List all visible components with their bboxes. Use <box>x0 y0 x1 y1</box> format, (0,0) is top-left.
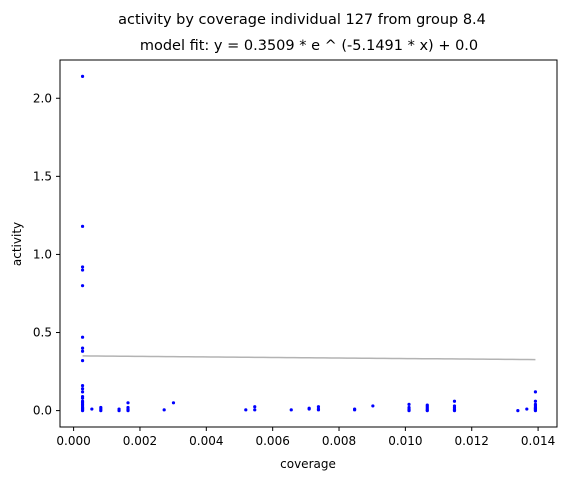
data-point <box>80 268 85 272</box>
x-tick-label: 0.000 <box>56 434 90 448</box>
data-point <box>316 408 321 412</box>
data-point <box>407 409 411 413</box>
data-point <box>80 384 85 388</box>
data-point <box>307 407 311 411</box>
data-point <box>452 399 457 403</box>
data-point <box>452 409 457 413</box>
data-point <box>253 405 257 409</box>
data-point <box>371 404 375 408</box>
data-point <box>425 409 429 413</box>
data-point <box>171 401 176 405</box>
data-point <box>80 396 85 400</box>
data-point <box>80 409 85 413</box>
data-point <box>533 390 538 394</box>
data-point <box>316 405 321 409</box>
x-axis: 0.000 0.002 0.004 0.006 0.008 0.010 0.012 0.014 <box>56 427 555 448</box>
chart-subtitle: model fit: y = 0.3509 * e ^ (-5.1491 * x… <box>140 38 478 54</box>
x-axis-label: coverage <box>280 457 336 471</box>
data-point <box>80 74 85 78</box>
data-point <box>80 390 85 394</box>
data-point <box>80 359 85 363</box>
data-point <box>353 408 357 412</box>
data-point <box>80 387 85 391</box>
x-tick-label: 0.002 <box>123 434 157 448</box>
data-point <box>80 224 85 228</box>
data-point <box>90 407 94 411</box>
y-tick-label: 1.5 <box>33 169 52 183</box>
y-axis-label: activity <box>10 222 24 266</box>
data-point <box>80 265 85 269</box>
data-point <box>126 401 130 405</box>
data-point <box>516 409 520 413</box>
chart-title: activity by coverage individual 127 from… <box>118 12 486 28</box>
x-tick-label: 0.012 <box>455 434 489 448</box>
fit-line-layer <box>82 355 536 361</box>
data-points-layer <box>80 74 538 413</box>
y-axis: 0.0 0.5 1.0 1.5 2.0 <box>33 91 60 418</box>
x-tick-label: 0.010 <box>388 434 422 448</box>
data-point <box>525 407 529 411</box>
data-point <box>533 399 538 403</box>
y-tick-label: 0.5 <box>33 326 52 340</box>
y-tick-label: 2.0 <box>33 91 52 105</box>
data-point <box>162 408 166 412</box>
x-tick-label: 0.014 <box>521 434 555 448</box>
data-point <box>80 346 85 350</box>
data-point <box>253 408 257 412</box>
x-tick-label: 0.004 <box>189 434 223 448</box>
data-point <box>289 408 293 412</box>
data-point <box>99 409 103 413</box>
data-point <box>117 409 121 413</box>
x-tick-label: 0.006 <box>255 434 289 448</box>
data-point <box>407 402 411 406</box>
y-tick-label: 0.0 <box>33 404 52 418</box>
data-point <box>80 284 85 288</box>
x-tick-label: 0.008 <box>322 434 356 448</box>
data-point <box>80 335 85 339</box>
y-tick-label: 1.0 <box>33 247 52 261</box>
data-point <box>533 409 538 413</box>
fit-line <box>82 355 536 361</box>
data-point <box>80 349 85 353</box>
data-point <box>126 409 130 413</box>
plot-frame <box>59 59 558 428</box>
data-point <box>244 408 248 412</box>
